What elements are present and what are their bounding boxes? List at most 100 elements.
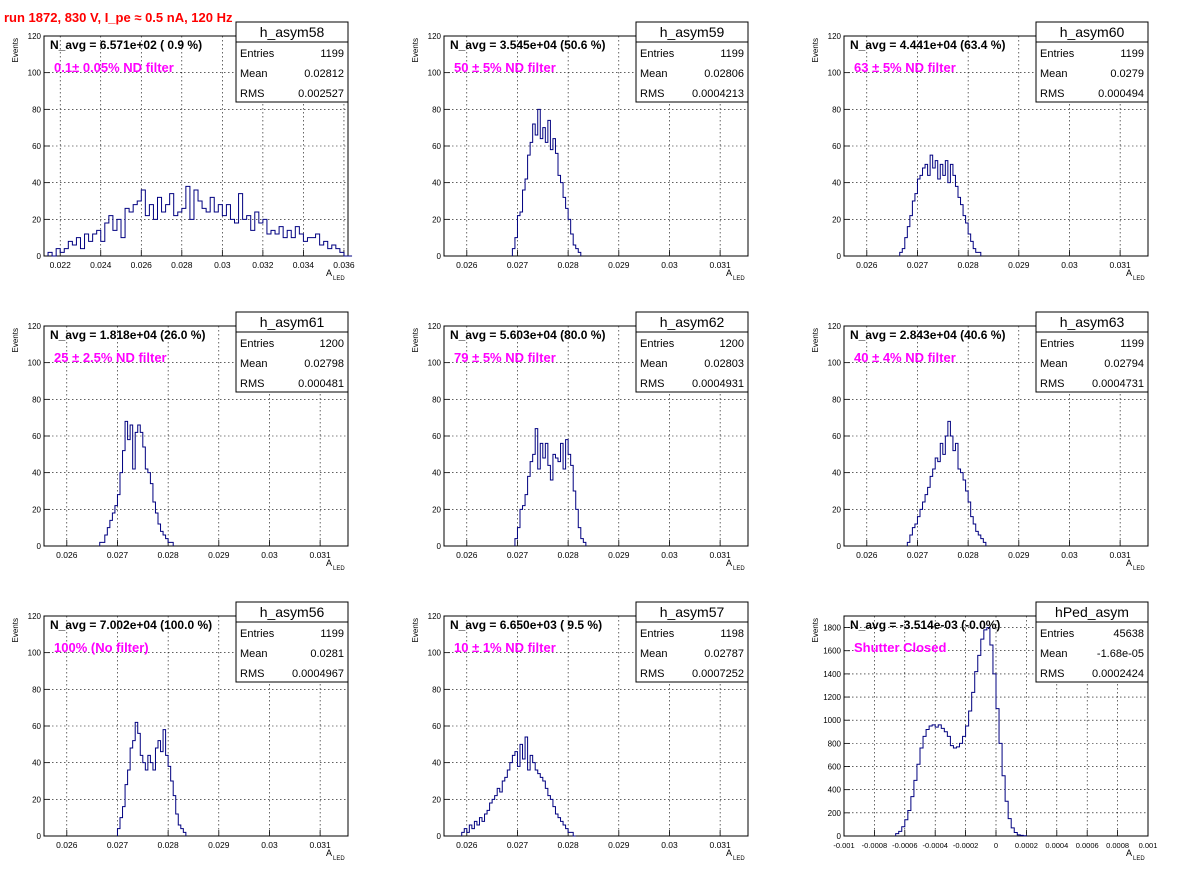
x-tick-label: 0.026 (456, 550, 478, 560)
stats-box: h_asym60 Entries 1199 Mean 0.0279 RMS 0.000494 (1035, 21, 1149, 103)
stat-label: Entries (640, 628, 675, 640)
stat-value: 1198 (720, 628, 744, 640)
navg-label: N_avg = 6.650e+03 ( 9.5 %) (450, 618, 602, 632)
y-tick-label: 60 (832, 142, 841, 151)
y-tick-label: 100 (28, 69, 42, 78)
y-tick-label: 60 (832, 432, 841, 441)
y-axis-title: Events (11, 328, 20, 352)
x-tick-label: 0.026 (56, 550, 78, 560)
x-tick-label: 0.0004 (1045, 841, 1068, 850)
y-tick-label: 20 (432, 795, 441, 804)
histogram-h_asym59 (511, 108, 582, 256)
y-tick-label: 80 (432, 395, 441, 404)
panel-h_asym58: 0.022 0.024 0.026 0.028 0.03 0.032 0.034 0.036 0… (11, 21, 355, 282)
stat-value: 0.0007252 (692, 668, 744, 680)
x-axis-subscript: LED (733, 276, 745, 282)
stat-label: RMS (1040, 378, 1064, 390)
stats-box: h_asym58 Entries 1199 Mean 0.02812 RMS 0.00252… (235, 21, 349, 103)
x-tick-label: 0.029 (608, 550, 630, 560)
x-tick-label: 0.027 (507, 550, 529, 560)
y-tick-label: 100 (28, 649, 42, 658)
histogram-h_asym61 (99, 420, 174, 546)
x-tick-label: 0.03 (1061, 550, 1078, 560)
y-tick-label: 80 (432, 685, 441, 694)
stat-label: Entries (1040, 628, 1075, 640)
x-tick-label: 0.022 (50, 260, 72, 270)
histogram-name: h_asym59 (660, 24, 725, 40)
y-tick-label: 80 (432, 105, 441, 114)
y-axis-title: Events (411, 618, 420, 642)
x-tick-label: 0.028 (157, 840, 179, 850)
stat-label: Entries (1040, 338, 1075, 350)
y-tick-label: 20 (32, 795, 41, 804)
y-tick-label: 60 (32, 432, 41, 441)
stat-label: Mean (640, 68, 668, 80)
histogram-name: hPed_asym (1055, 604, 1129, 620)
x-tick-label: -0.0008 (862, 841, 887, 850)
y-tick-label: 1200 (823, 693, 841, 702)
stat-value: 45638 (1113, 628, 1144, 640)
y-tick-label: 0 (837, 542, 842, 551)
x-tick-label: 0.028 (557, 260, 579, 270)
x-axis-title: A (1126, 558, 1132, 568)
x-tick-label: 0.027 (107, 550, 129, 560)
x-tick-label: 0.031 (309, 840, 331, 850)
y-tick-label: 0 (437, 542, 442, 551)
x-tick-label: 0.028 (957, 550, 979, 560)
stat-label: Mean (240, 648, 268, 660)
y-tick-label: 40 (432, 759, 441, 768)
stat-label: Entries (240, 48, 275, 60)
y-tick-label: 120 (428, 32, 442, 41)
stat-value: 0.0281 (310, 648, 344, 660)
x-tick-label: 0.03 (261, 840, 278, 850)
stat-label: Mean (1040, 68, 1068, 80)
x-tick-label: 0.03 (1061, 260, 1078, 270)
stat-value: 0.02794 (1104, 358, 1144, 370)
stat-label: Mean (240, 358, 268, 370)
x-tick-label: 0.03 (661, 840, 678, 850)
x-tick-label: 0.031 (1109, 550, 1131, 560)
x-tick-label: 0.03 (661, 260, 678, 270)
y-tick-label: 60 (32, 722, 41, 731)
histogram-name: h_asym56 (260, 604, 325, 620)
stats-body-box (1035, 41, 1149, 103)
y-axis-title: Events (411, 38, 420, 62)
x-axis-title: A (326, 558, 332, 568)
y-tick-label: 1000 (823, 716, 841, 725)
y-tick-label: 100 (428, 359, 442, 368)
panel-h_asym59: 0.026 0.027 0.028 0.029 0.03 0.031 0 20 40 60 80 10… (411, 21, 749, 282)
filter-annotation: 25 ± 2.5% ND filter (54, 350, 167, 365)
y-tick-label: 60 (432, 432, 441, 441)
x-axis-subscript: LED (1133, 856, 1145, 862)
stat-value: -1.68e-05 (1097, 648, 1144, 660)
stats-body-box (635, 621, 749, 683)
y-axis-title: Events (11, 38, 20, 62)
stat-label: RMS (240, 378, 264, 390)
stat-value: 1199 (320, 628, 344, 640)
filter-annotation: 79 ± 5% ND filter (454, 350, 556, 365)
y-tick-label: 40 (432, 179, 441, 188)
x-axis-subscript: LED (333, 856, 345, 862)
y-tick-label: 20 (432, 215, 441, 224)
stat-value: 0.0004967 (292, 668, 344, 680)
y-tick-label: 0 (437, 252, 442, 261)
y-tick-label: 80 (832, 395, 841, 404)
x-tick-label: 0.026 (131, 260, 153, 270)
panel-h_asym61: 0.026 0.027 0.028 0.029 0.03 0.031 0 20 40 60 80 10… (11, 311, 349, 572)
x-tick-label: 0.03 (261, 550, 278, 560)
y-tick-label: 20 (832, 215, 841, 224)
x-tick-label: 0.029 (1008, 260, 1030, 270)
x-tick-label: 0.028 (557, 840, 579, 850)
y-tick-label: 120 (428, 322, 442, 331)
x-axis-subscript: LED (1133, 566, 1145, 572)
stat-label: Mean (640, 358, 668, 370)
y-tick-label: 120 (28, 322, 42, 331)
y-tick-label: 1600 (823, 647, 841, 656)
navg-label: N_avg = 5.603e+04 (80.0 %) (450, 328, 605, 342)
y-tick-label: 20 (832, 505, 841, 514)
histogram-name: h_asym57 (660, 604, 725, 620)
stat-label: Mean (1040, 648, 1068, 660)
navg-label: N_avg = 3.545e+04 (50.6 %) (450, 38, 605, 52)
x-tick-label: 0.029 (1008, 550, 1030, 560)
x-tick-label: 0.031 (709, 260, 731, 270)
